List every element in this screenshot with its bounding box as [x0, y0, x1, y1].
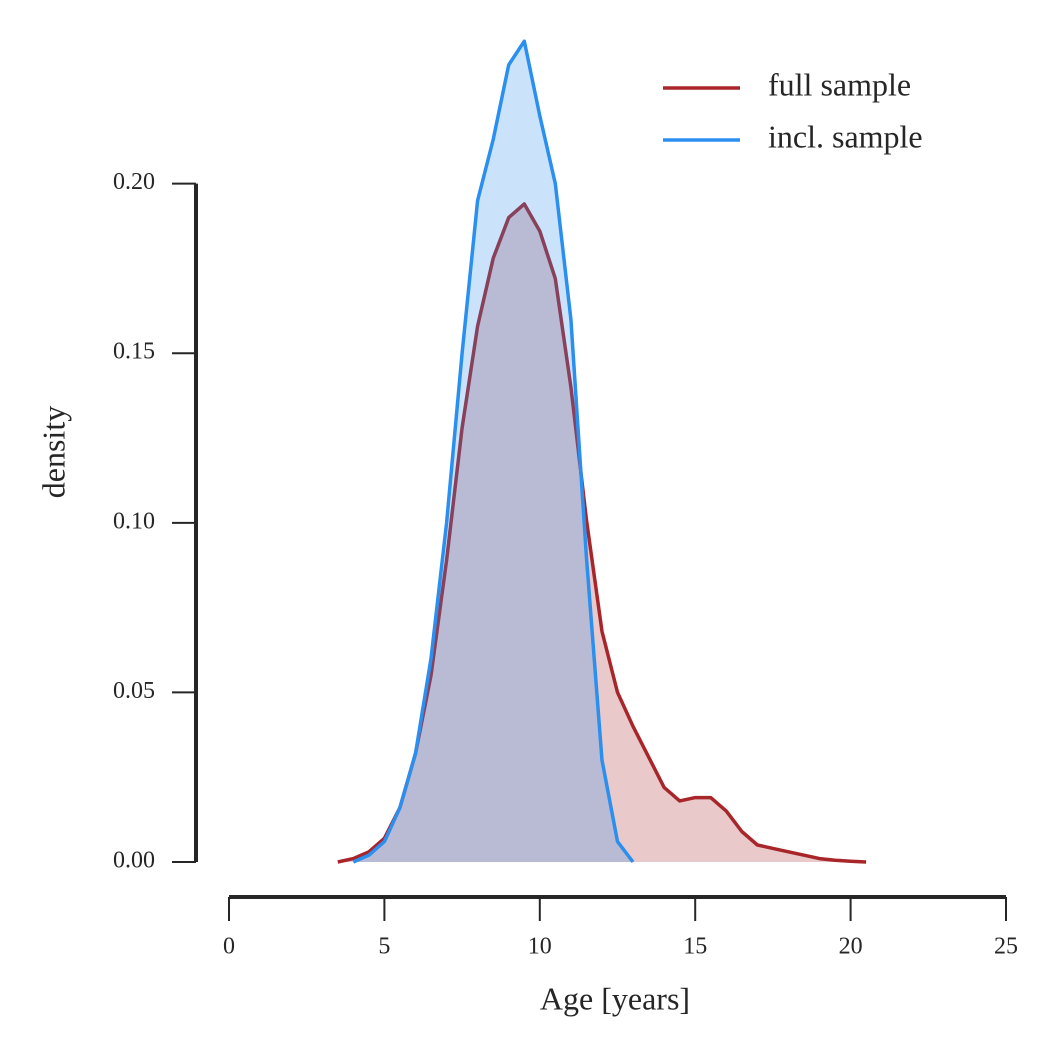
x-tick-label: 5 — [378, 934, 390, 960]
x-tick-label: 10 — [528, 934, 552, 960]
x-tick-label: 20 — [839, 934, 863, 960]
area — [337, 204, 867, 862]
area — [353, 41, 633, 862]
y-tick-label: 0.20 — [113, 169, 155, 195]
x-axis-label: Age [years] — [540, 980, 690, 1016]
x-tick-label: 15 — [683, 934, 707, 960]
y-tick-label: 0.05 — [113, 678, 155, 704]
line — [352, 39, 635, 864]
y-tick-label: 0.00 — [113, 848, 155, 874]
y-tick-label: 0.10 — [113, 508, 155, 534]
line — [337, 202, 867, 864]
legend-label: incl. sample — [768, 118, 923, 154]
legend-label: full sample — [768, 66, 911, 102]
x-tick-label: 0 — [223, 934, 235, 960]
y-axis-label: density — [35, 406, 71, 498]
y-tick-label: 0.15 — [113, 339, 155, 365]
x-tick-label: 25 — [994, 934, 1018, 960]
